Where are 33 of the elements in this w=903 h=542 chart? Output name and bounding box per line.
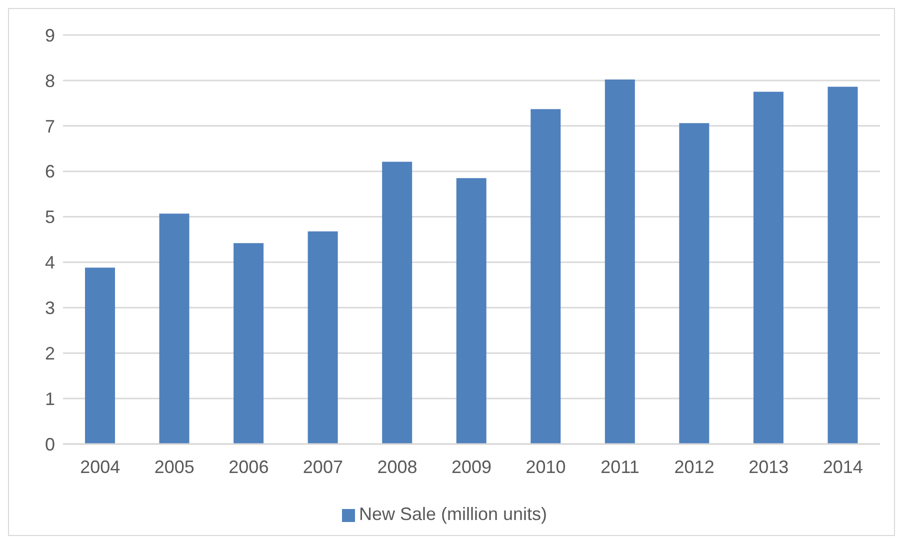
bar [828,86,858,444]
x-tick-label: 2010 [526,456,566,477]
bar [604,80,635,444]
y-tick-label: 3 [44,298,55,318]
bar [382,162,412,444]
x-tick-label: 2006 [228,456,269,477]
bar [234,243,264,444]
x-tick-label: 2012 [674,456,714,477]
x-tick-label: 2004 [80,456,120,477]
x-tick-label: 2009 [451,456,492,477]
x-tick-label: 2005 [154,456,194,477]
bar [530,109,561,444]
y-tick-label: 1 [44,388,55,409]
bar [308,231,338,444]
bar [753,92,784,444]
x-tick-label: 2014 [822,456,863,477]
bar [159,214,190,444]
y-tick-label: 7 [44,116,55,136]
y-tick-label: 0 [44,434,55,454]
x-tick-label: 2013 [748,456,789,477]
y-tick-label: 5 [44,207,55,228]
y-tick-label: 4 [44,252,55,273]
y-tick-label: 9 [44,25,55,46]
x-tick-label: 2008 [377,456,418,477]
x-tick-label: 2007 [302,456,343,477]
y-tick-label: 2 [44,344,55,364]
bar [679,123,710,444]
bar [85,268,115,444]
y-tick-label: 8 [44,70,55,91]
bar [456,178,486,444]
x-tick-label: 2011 [600,456,640,477]
legend-label: New Sale (million units) [358,504,548,524]
y-tick-label: 6 [44,162,55,182]
